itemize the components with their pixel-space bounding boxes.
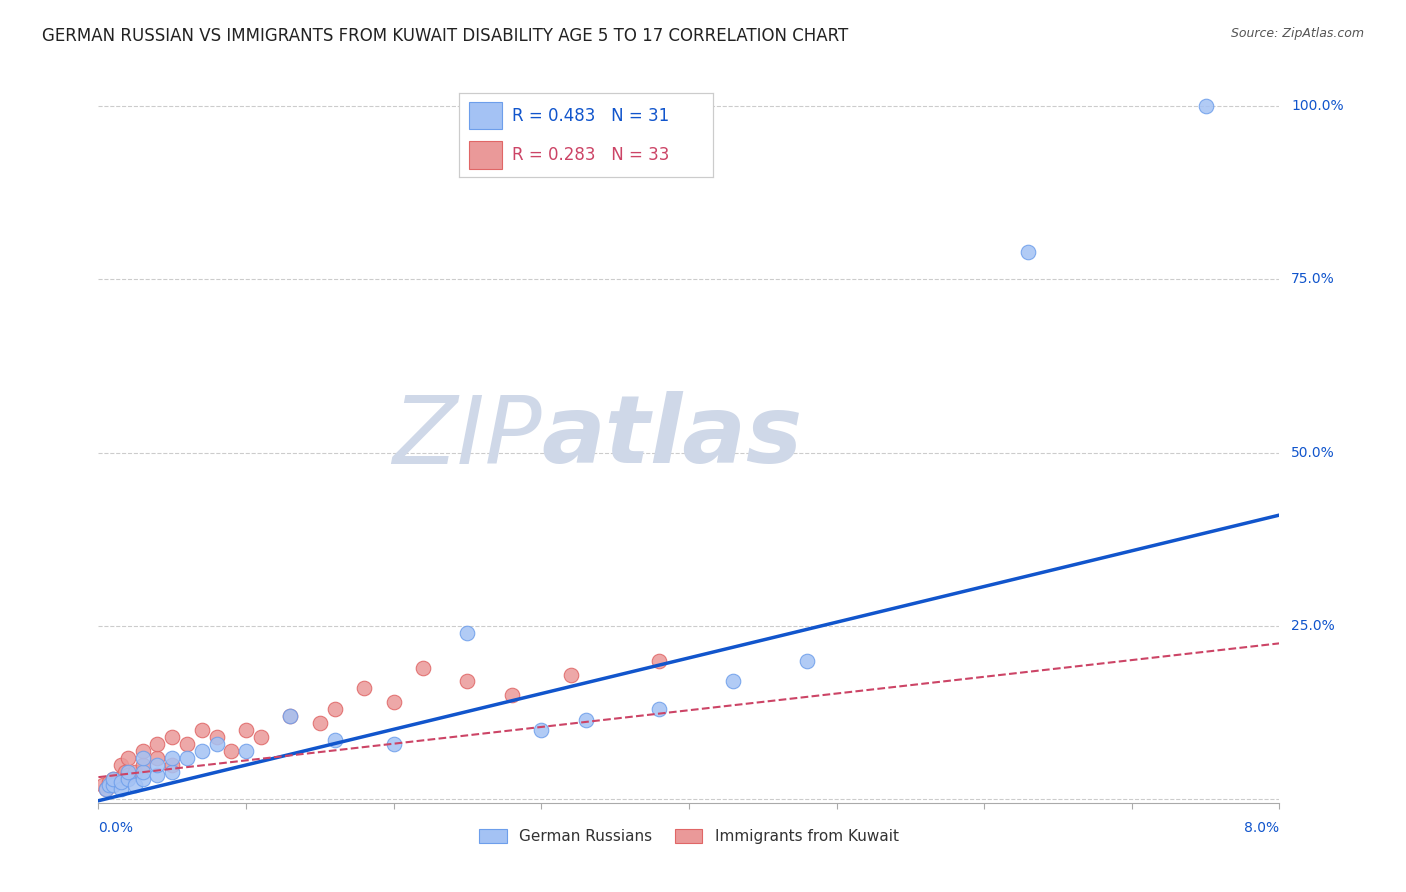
Point: [205, 730, 228, 744]
Point: [721, 674, 744, 689]
Text: 25.0%: 25.0%: [1291, 619, 1336, 633]
Point: [574, 713, 596, 727]
Point: [114, 764, 136, 779]
Point: [117, 750, 139, 764]
Point: [110, 775, 132, 789]
Point: [191, 723, 214, 737]
Text: ZIP: ZIP: [392, 392, 541, 483]
Point: [382, 695, 405, 709]
Point: [162, 730, 183, 744]
Point: [107, 772, 129, 786]
Point: [110, 781, 132, 796]
Point: [456, 626, 478, 640]
Point: [103, 779, 124, 793]
Point: [103, 772, 124, 786]
Point: [103, 772, 124, 786]
Legend: German Russians, Immigrants from Kuwait: German Russians, Immigrants from Kuwait: [472, 822, 905, 850]
Text: Source: ZipAtlas.com: Source: ZipAtlas.com: [1230, 27, 1364, 40]
Point: [124, 779, 146, 793]
Point: [412, 660, 434, 674]
Point: [132, 764, 155, 779]
Point: [323, 702, 346, 716]
Text: 50.0%: 50.0%: [1291, 446, 1336, 459]
Point: [132, 750, 155, 764]
Point: [530, 723, 553, 737]
Point: [1017, 244, 1039, 259]
Point: [94, 781, 117, 796]
Point: [132, 744, 155, 758]
Point: [162, 764, 183, 779]
Point: [648, 702, 671, 716]
Point: [278, 709, 301, 723]
Point: [382, 737, 405, 751]
Text: atlas: atlas: [541, 391, 803, 483]
Text: "watermark_color": "#cfd8e8",
  "legend_R_blue": "R = 0.483",
  "legend_N_blue":: "watermark_color": "#cfd8e8", "legend_R_…: [689, 2, 1406, 440]
Text: 8.0%: 8.0%: [1244, 821, 1279, 835]
Point: [456, 674, 478, 689]
Point: [146, 768, 169, 782]
Point: [501, 689, 523, 703]
Point: [110, 757, 132, 772]
Point: [132, 757, 155, 772]
Point: [278, 709, 301, 723]
Point: [103, 779, 124, 793]
Point: [162, 750, 183, 764]
Point: [235, 723, 257, 737]
Point: [353, 681, 375, 696]
Point: [219, 744, 242, 758]
Point: [117, 768, 139, 782]
Point: [91, 779, 114, 793]
Point: [97, 775, 120, 789]
Point: [191, 744, 214, 758]
Point: [97, 779, 120, 793]
Point: [560, 667, 582, 681]
Point: [796, 654, 818, 668]
Point: [235, 744, 257, 758]
Point: [94, 781, 117, 796]
Point: [162, 757, 183, 772]
Point: [146, 757, 169, 772]
Text: 75.0%: 75.0%: [1291, 272, 1336, 286]
Point: [250, 730, 273, 744]
Point: [117, 772, 139, 786]
Point: [176, 750, 198, 764]
Point: [308, 716, 332, 731]
Point: [176, 737, 198, 751]
Point: [323, 733, 346, 747]
Point: [205, 737, 228, 751]
Text: GERMAN RUSSIAN VS IMMIGRANTS FROM KUWAIT DISABILITY AGE 5 TO 17 CORRELATION CHAR: GERMAN RUSSIAN VS IMMIGRANTS FROM KUWAIT…: [42, 27, 848, 45]
Point: [648, 654, 671, 668]
Point: [132, 772, 155, 786]
Point: [146, 750, 169, 764]
Point: [146, 737, 169, 751]
Point: [1194, 99, 1216, 113]
Point: [117, 764, 139, 779]
Point: [124, 764, 146, 779]
Text: 100.0%: 100.0%: [1291, 99, 1344, 113]
Text: 0.0%: 0.0%: [98, 821, 134, 835]
